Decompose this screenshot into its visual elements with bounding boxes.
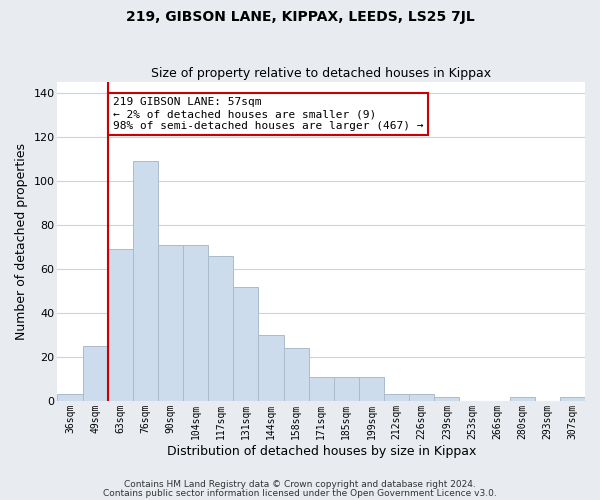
Bar xyxy=(233,286,259,401)
Bar xyxy=(509,396,535,401)
Bar xyxy=(133,161,158,401)
Bar xyxy=(259,335,284,401)
Title: Size of property relative to detached houses in Kippax: Size of property relative to detached ho… xyxy=(151,66,491,80)
Bar xyxy=(434,396,460,401)
Bar xyxy=(158,245,183,401)
Bar xyxy=(359,376,384,401)
Bar xyxy=(58,394,83,401)
Text: 219, GIBSON LANE, KIPPAX, LEEDS, LS25 7JL: 219, GIBSON LANE, KIPPAX, LEEDS, LS25 7J… xyxy=(125,10,475,24)
Bar xyxy=(208,256,233,401)
Text: Contains HM Land Registry data © Crown copyright and database right 2024.: Contains HM Land Registry data © Crown c… xyxy=(124,480,476,489)
Bar xyxy=(308,376,334,401)
Bar xyxy=(284,348,308,401)
Bar xyxy=(334,376,359,401)
Y-axis label: Number of detached properties: Number of detached properties xyxy=(15,143,28,340)
Text: 219 GIBSON LANE: 57sqm
← 2% of detached houses are smaller (9)
98% of semi-detac: 219 GIBSON LANE: 57sqm ← 2% of detached … xyxy=(113,98,423,130)
Text: Contains public sector information licensed under the Open Government Licence v3: Contains public sector information licen… xyxy=(103,488,497,498)
Bar xyxy=(560,396,585,401)
Bar xyxy=(83,346,108,401)
Bar xyxy=(183,245,208,401)
Bar xyxy=(384,394,409,401)
Bar xyxy=(409,394,434,401)
X-axis label: Distribution of detached houses by size in Kippax: Distribution of detached houses by size … xyxy=(167,444,476,458)
Bar xyxy=(108,249,133,401)
